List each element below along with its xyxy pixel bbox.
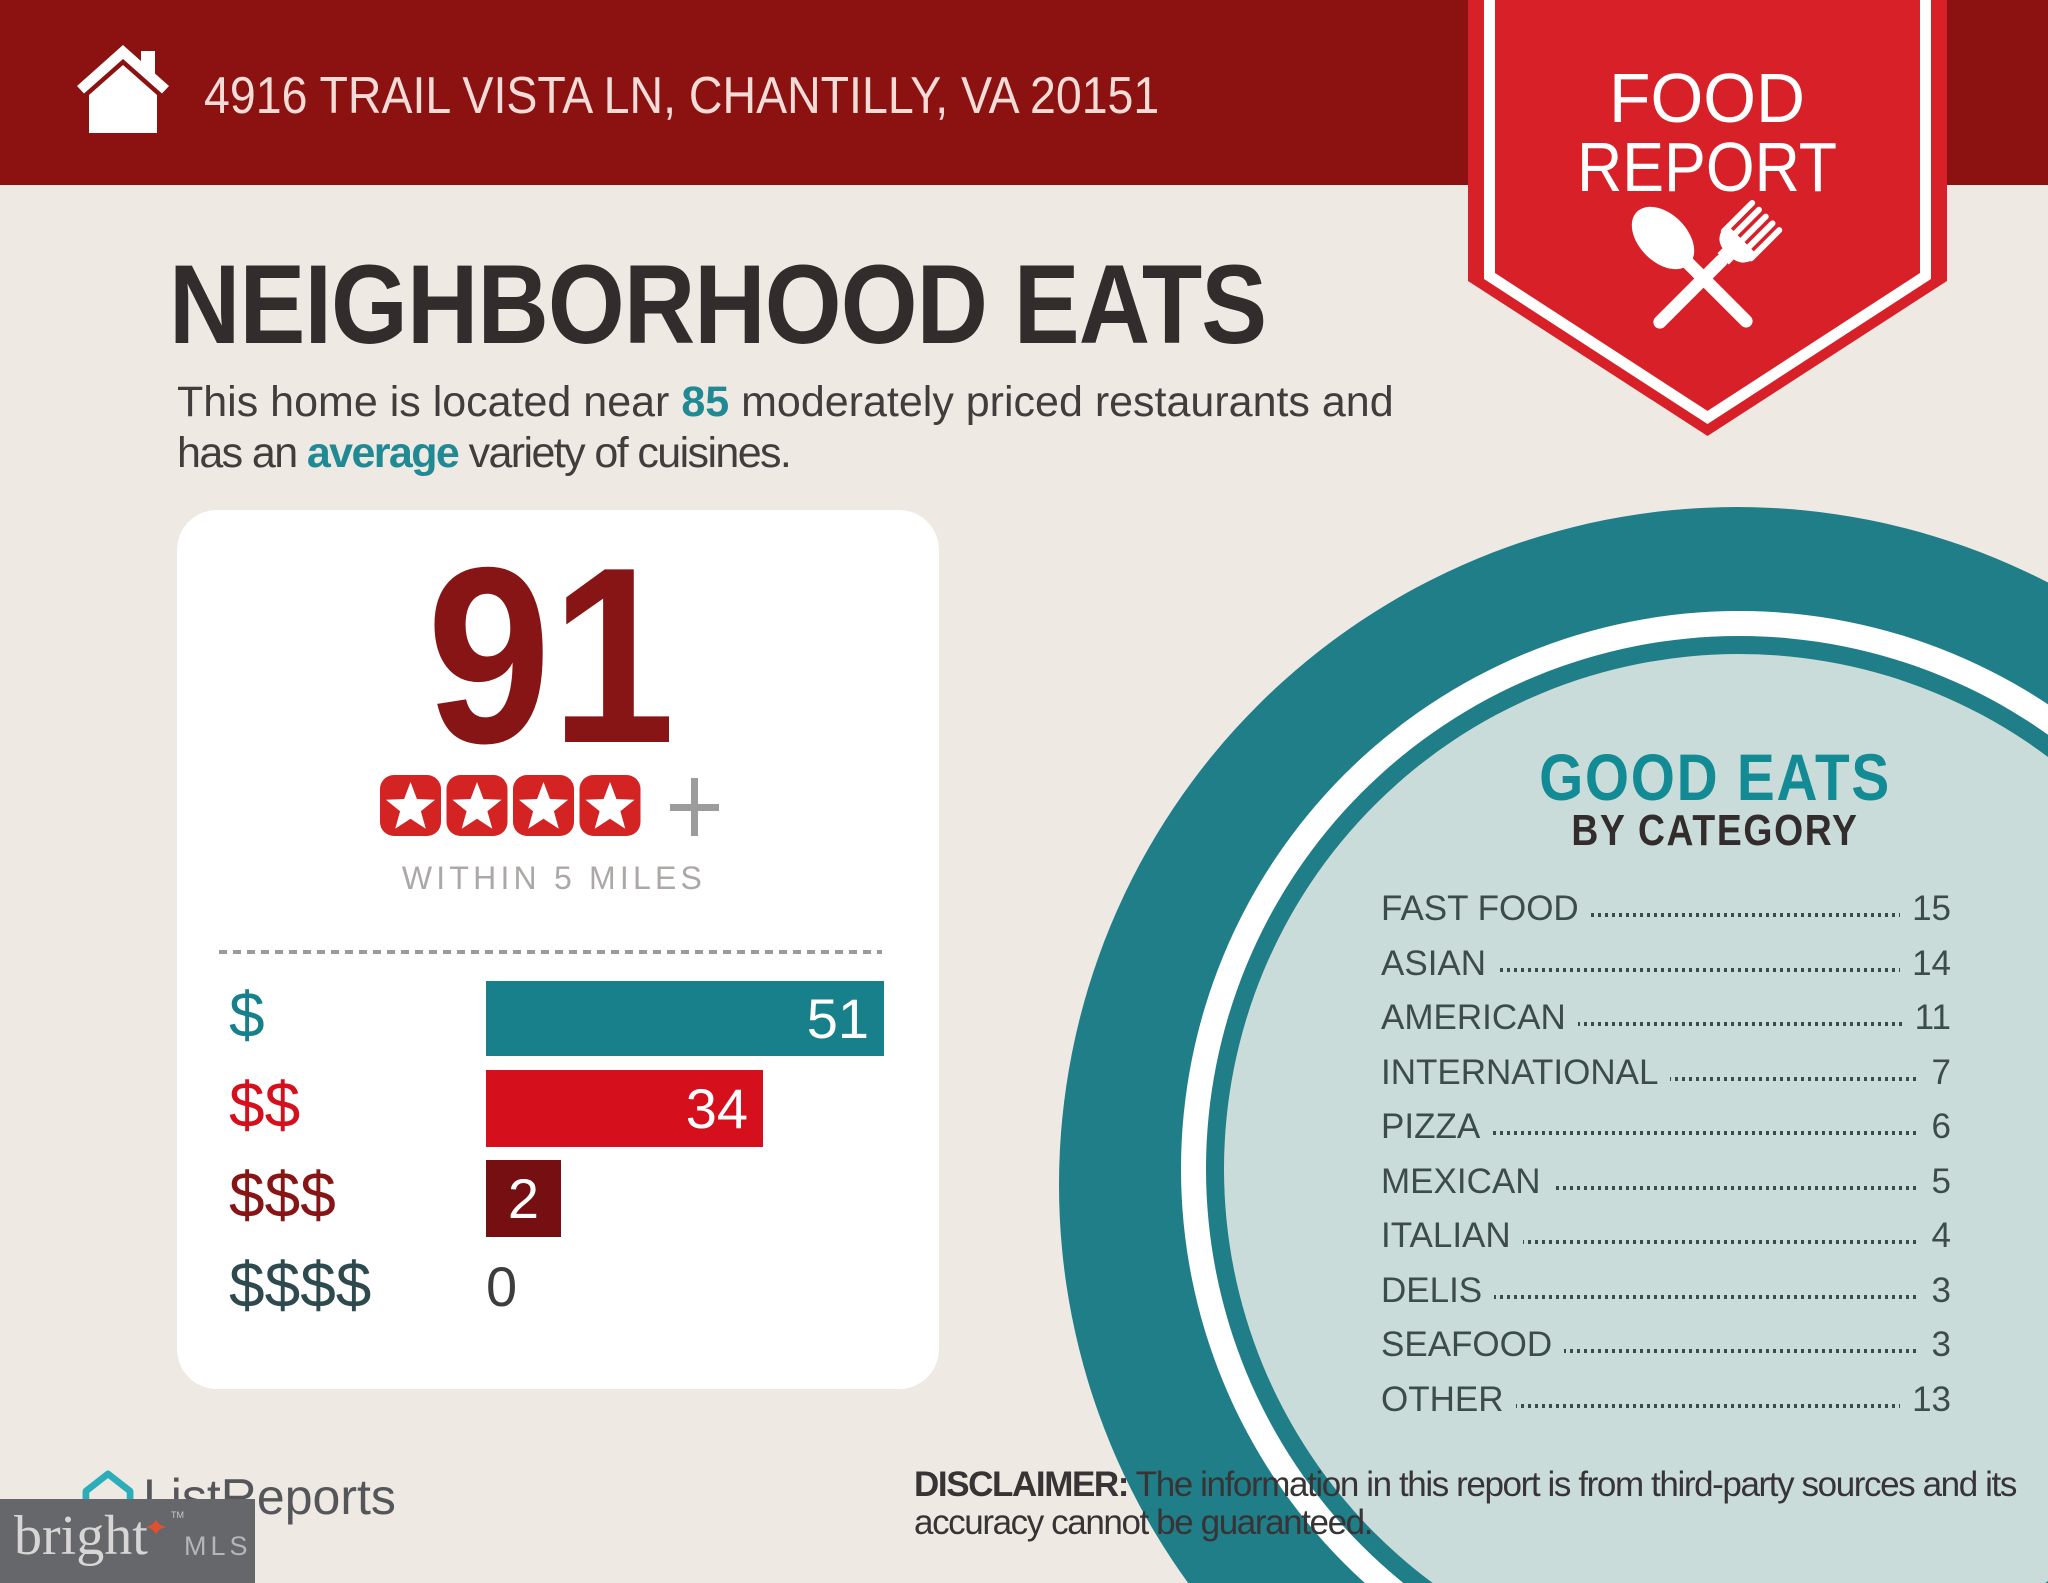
svg-text:FOOD: FOOD [1609,59,1805,137]
svg-text:REPORT: REPORT [1577,128,1837,206]
